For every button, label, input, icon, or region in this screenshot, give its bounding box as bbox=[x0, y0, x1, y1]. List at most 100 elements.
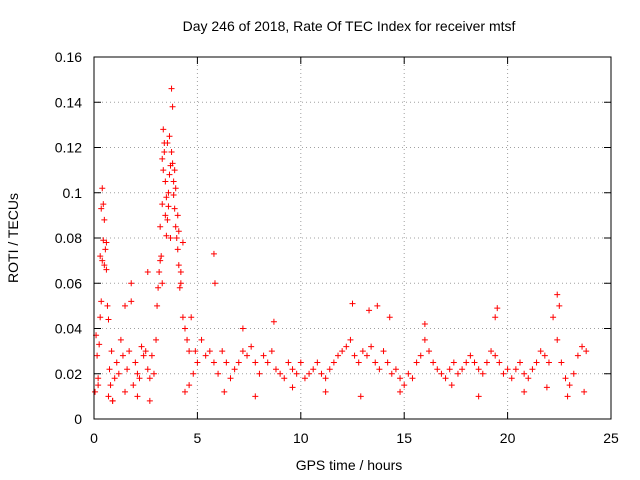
data-point bbox=[104, 302, 111, 309]
data-point bbox=[421, 336, 428, 343]
data-point bbox=[165, 189, 172, 196]
data-point bbox=[289, 384, 296, 391]
data-point bbox=[158, 253, 165, 260]
data-point bbox=[281, 375, 288, 382]
data-point bbox=[500, 370, 507, 377]
data-point bbox=[111, 375, 118, 382]
x-axis-label: GPS time / hours bbox=[296, 457, 403, 473]
data-point bbox=[504, 366, 511, 373]
data-point bbox=[155, 284, 162, 291]
data-point bbox=[543, 384, 550, 391]
x-tick-label: 20 bbox=[500, 430, 516, 446]
data-point bbox=[306, 370, 313, 377]
data-point bbox=[100, 237, 107, 244]
data-point bbox=[165, 203, 172, 210]
data-point bbox=[103, 266, 110, 273]
data-point bbox=[558, 359, 565, 366]
data-point bbox=[384, 359, 391, 366]
data-point bbox=[210, 250, 217, 257]
data-point bbox=[96, 341, 103, 348]
data-point bbox=[172, 185, 179, 192]
data-point bbox=[150, 370, 157, 377]
chart-title: Day 246 of 2018, Rate Of TEC Index for r… bbox=[183, 18, 516, 34]
y-tick-label: 0.12 bbox=[55, 140, 82, 156]
data-point bbox=[95, 375, 102, 382]
x-tick-labels: 0 5 10 15 20 25 bbox=[90, 430, 619, 446]
data-point bbox=[537, 348, 544, 355]
data-point bbox=[297, 359, 304, 366]
data-point bbox=[167, 235, 174, 241]
data-point bbox=[206, 348, 213, 355]
data-point bbox=[134, 370, 141, 377]
data-point bbox=[401, 382, 408, 389]
data-point bbox=[322, 375, 329, 382]
data-point bbox=[97, 253, 104, 260]
data-point bbox=[272, 366, 279, 373]
data-point bbox=[318, 370, 325, 377]
data-point bbox=[343, 343, 350, 350]
data-point bbox=[97, 314, 104, 321]
data-point bbox=[463, 359, 470, 366]
data-point bbox=[105, 393, 112, 400]
data-point bbox=[564, 393, 571, 400]
data-point bbox=[386, 314, 393, 321]
data-points bbox=[92, 85, 590, 404]
data-point bbox=[128, 280, 135, 287]
data-point bbox=[169, 160, 176, 167]
data-point bbox=[172, 223, 179, 230]
data-point bbox=[570, 370, 577, 377]
data-point bbox=[101, 262, 108, 269]
data-point bbox=[188, 314, 195, 321]
data-point bbox=[175, 228, 182, 235]
data-point bbox=[219, 348, 226, 355]
data-point bbox=[359, 348, 366, 355]
data-point bbox=[179, 314, 186, 321]
data-point bbox=[174, 246, 181, 253]
data-point bbox=[581, 388, 588, 395]
data-point bbox=[339, 348, 346, 355]
data-point bbox=[148, 352, 155, 359]
data-point bbox=[574, 352, 581, 359]
data-point bbox=[374, 302, 381, 309]
data-point bbox=[117, 336, 124, 343]
y-tick-label: 0.02 bbox=[55, 366, 82, 382]
data-point bbox=[92, 388, 99, 395]
data-point bbox=[99, 257, 106, 264]
data-point bbox=[434, 366, 441, 373]
data-point bbox=[174, 212, 181, 219]
data-point bbox=[256, 370, 263, 377]
data-point bbox=[223, 359, 230, 366]
data-point bbox=[109, 397, 116, 404]
data-point bbox=[128, 298, 135, 305]
data-point bbox=[153, 336, 160, 343]
y-tick-label: 0.04 bbox=[55, 321, 82, 337]
data-point bbox=[144, 268, 151, 275]
data-point bbox=[541, 352, 548, 359]
data-point bbox=[494, 305, 501, 312]
data-point bbox=[392, 366, 399, 373]
data-point bbox=[583, 348, 590, 355]
data-point bbox=[268, 348, 275, 355]
data-point bbox=[186, 348, 193, 355]
data-point bbox=[154, 302, 161, 309]
data-point bbox=[264, 359, 271, 366]
data-point bbox=[239, 325, 246, 332]
data-point bbox=[483, 359, 490, 366]
data-point bbox=[94, 352, 101, 359]
data-point bbox=[413, 359, 420, 366]
axis-ticks bbox=[93, 56, 612, 420]
data-point bbox=[156, 268, 163, 275]
y-tick-label: 0.06 bbox=[55, 275, 82, 291]
data-point bbox=[554, 291, 561, 298]
data-point bbox=[454, 370, 461, 377]
data-point bbox=[164, 139, 171, 146]
data-point bbox=[194, 359, 201, 366]
data-point bbox=[146, 375, 153, 382]
data-point bbox=[176, 284, 183, 291]
data-point bbox=[521, 388, 528, 395]
data-point bbox=[181, 388, 188, 395]
data-point bbox=[277, 370, 284, 377]
data-point bbox=[159, 201, 166, 208]
data-point bbox=[142, 348, 149, 355]
y-tick-label: 0 bbox=[74, 411, 82, 427]
